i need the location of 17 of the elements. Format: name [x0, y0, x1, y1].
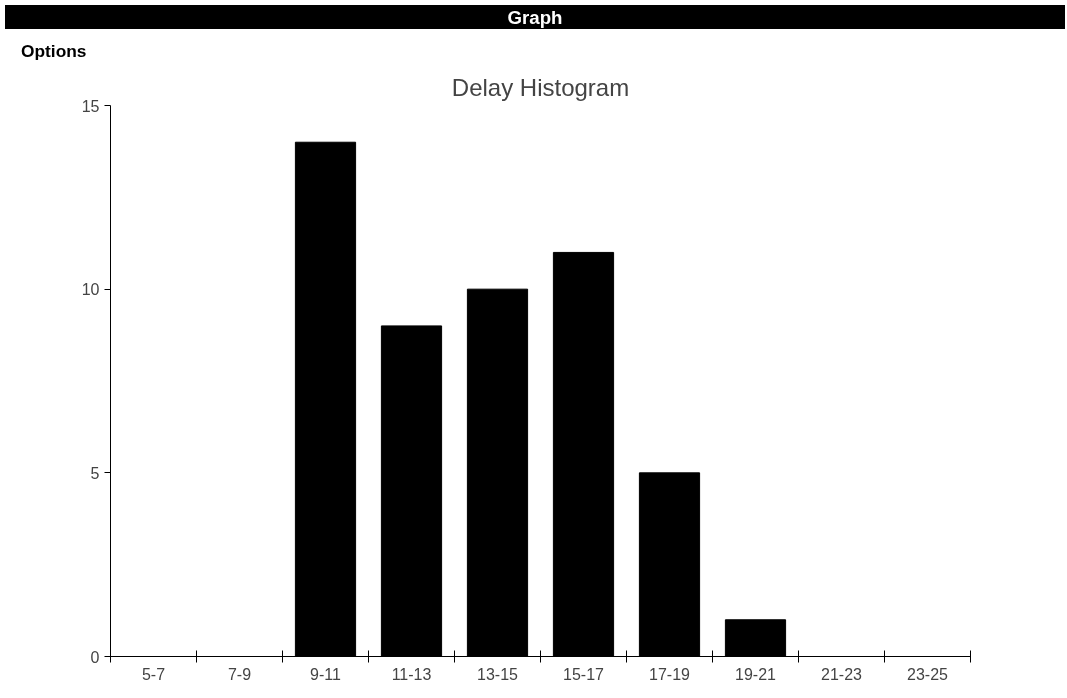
text: Graph: [507, 6, 563, 30]
x-tick-label: 9-11: [310, 665, 342, 683]
y-tick-label: 5: [90, 464, 100, 482]
x-tick-label: 17-19: [649, 665, 691, 683]
x-tick-label: 21-23: [821, 665, 863, 683]
x-tick-label: 23-25: [907, 665, 949, 683]
x-tick-label: 15-17: [563, 665, 605, 683]
x-tick-label: 13-15: [477, 665, 519, 683]
y-tick-label: 10: [81, 281, 100, 299]
text: Options: [21, 40, 87, 63]
x-tick-label: 11-13: [391, 665, 432, 683]
x-tick-label: 7-9: [227, 665, 252, 683]
chart-title: Delay Histogram: [451, 73, 630, 101]
x-tick-label: 19-21: [735, 665, 777, 683]
x-tick-label: 5-7: [141, 665, 166, 683]
y-tick-label: 15: [81, 97, 100, 115]
y-tick-label: 0: [90, 648, 100, 666]
